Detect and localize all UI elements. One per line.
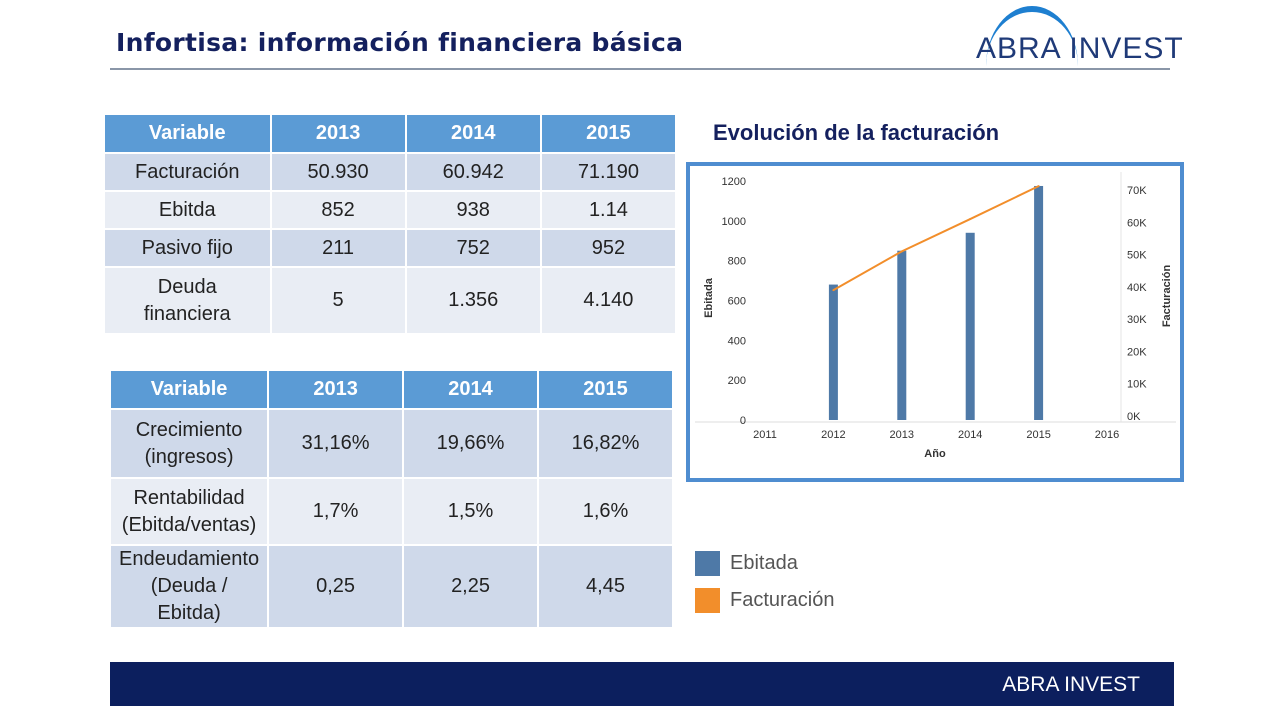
y-tick-label: 1000 — [722, 216, 746, 228]
chart-frame — [686, 162, 1184, 482]
column-header: 2015 — [539, 371, 672, 408]
table-row: Rentabilidad (Ebitda/ventas) 1,7% 1,5% 1,6% — [111, 477, 672, 544]
point-facturacion — [900, 250, 903, 253]
table-cell: Facturación — [105, 152, 270, 190]
y-tick-label: 800 — [728, 256, 746, 268]
table-row: Crecimiento (ingresos) 31,16% 19,66% 16,82% — [111, 408, 672, 477]
table-cell: Deuda financiera — [105, 266, 270, 333]
y-tick-label: 400 — [728, 335, 746, 347]
y2-tick-label: 20K — [1127, 346, 1147, 358]
table-cell: 1,7% — [269, 477, 403, 544]
table-row: Endeudamiento (Deuda / Ebitda) 0,25 2,25 4,… — [111, 544, 672, 627]
y2-tick-label: 30K — [1127, 314, 1147, 326]
y2-tick-label: 0K — [1127, 411, 1141, 423]
table-cell: Pasivo fijo — [105, 228, 270, 266]
table-cell: 211 — [271, 228, 405, 266]
chart-title: Evolución de la facturación — [713, 120, 1000, 145]
column-header: Variable — [105, 115, 270, 152]
financial-table: Variable 2013 2014 2015 Facturación 50.930 60.… — [103, 115, 677, 333]
title-divider — [110, 68, 1170, 70]
bar-ebitada — [965, 232, 975, 420]
y-tick-label: 1200 — [722, 176, 746, 188]
table-cell: 1,5% — [404, 477, 538, 544]
column-header: Variable — [111, 371, 268, 408]
column-header: 2014 — [404, 371, 538, 408]
table-cell: 4.140 — [541, 266, 675, 333]
table-cell: 938 — [406, 190, 540, 228]
page-title: Infortisa: información financiera básica — [116, 28, 684, 57]
x-tick-label: 2014 — [958, 429, 982, 441]
bar-ebitada — [897, 250, 907, 420]
table-cell: 1.356 — [406, 266, 540, 333]
table-cell: Crecimiento (ingresos) — [111, 408, 268, 477]
y-tick-label: 600 — [728, 296, 746, 308]
x-tick-label: 2015 — [1026, 429, 1050, 441]
table-cell: 952 — [541, 228, 675, 266]
x-tick-label: 2016 — [1095, 429, 1119, 441]
y2-axis-title: Facturación — [1161, 265, 1173, 328]
column-header: 2014 — [406, 115, 540, 152]
table-cell: 16,82% — [539, 408, 672, 477]
bar-ebitada — [1034, 185, 1044, 420]
table-cell: 50.930 — [271, 152, 405, 190]
legend-item-facturacion: Facturación — [695, 582, 835, 619]
footer-bar: ABRA INVEST — [110, 662, 1174, 706]
line-facturacion — [832, 185, 1040, 291]
y2-tick-label: 50K — [1127, 250, 1147, 262]
x-tick-label: 2013 — [890, 429, 914, 441]
x-axis-title: Año — [924, 448, 946, 460]
legend-swatch — [695, 588, 720, 613]
table-cell: 752 — [406, 228, 540, 266]
table-cell: 5 — [271, 266, 405, 333]
table-cell: 4,45 — [539, 544, 672, 627]
footer-text: ABRA INVEST — [1002, 673, 1140, 696]
y2-tick-label: 60K — [1127, 217, 1147, 229]
table-cell: 19,66% — [404, 408, 538, 477]
table-cell: 852 — [271, 190, 405, 228]
table-row: Deuda financiera 5 1.356 4.140 — [105, 266, 675, 333]
legend-swatch — [695, 551, 720, 576]
chart-legend: Ebitada Facturación — [695, 545, 835, 619]
y-axis-title: Ebitada — [703, 277, 715, 318]
table-row: Facturación 50.930 60.942 71.190 — [105, 152, 675, 190]
x-tick-label: 2012 — [821, 429, 845, 441]
point-facturacion — [969, 218, 972, 221]
y-tick-label: 0 — [740, 415, 746, 427]
table-cell: 60.942 — [406, 152, 540, 190]
y2-tick-label: 10K — [1127, 379, 1147, 391]
table-cell: 1.14 — [541, 190, 675, 228]
table-cell: 31,16% — [269, 408, 403, 477]
y2-tick-label: 40K — [1127, 282, 1147, 294]
table-cell: 0,25 — [269, 544, 403, 627]
column-header: 2013 — [271, 115, 405, 152]
table-row: Ebitda 852 938 1.14 — [105, 190, 675, 228]
x-tick-label: 2011 — [753, 429, 777, 441]
table-cell: 2,25 — [404, 544, 538, 627]
table-cell: Ebitda — [105, 190, 270, 228]
y-tick-label: 200 — [728, 375, 746, 387]
table-cell: Endeudamiento (Deuda / Ebitda) — [111, 544, 268, 627]
table-cell: 71.190 — [541, 152, 675, 190]
point-facturacion — [1037, 185, 1040, 188]
abra-invest-logo: ABRA INVEST — [968, 4, 1183, 65]
ratios-table: Variable 2013 2014 2015 Crecimiento (ingreso… — [109, 371, 674, 627]
column-header: 2013 — [269, 371, 403, 408]
table-cell: 1,6% — [539, 477, 672, 544]
point-facturacion — [832, 289, 835, 292]
bar-ebitada — [828, 284, 838, 420]
column-header: 2015 — [541, 115, 675, 152]
table-row: Pasivo fijo 211 752 952 — [105, 228, 675, 266]
table-cell: Rentabilidad (Ebitda/ventas) — [111, 477, 268, 544]
legend-item-ebitada: Ebitada — [695, 545, 835, 582]
y2-tick-label: 70K — [1127, 185, 1147, 197]
